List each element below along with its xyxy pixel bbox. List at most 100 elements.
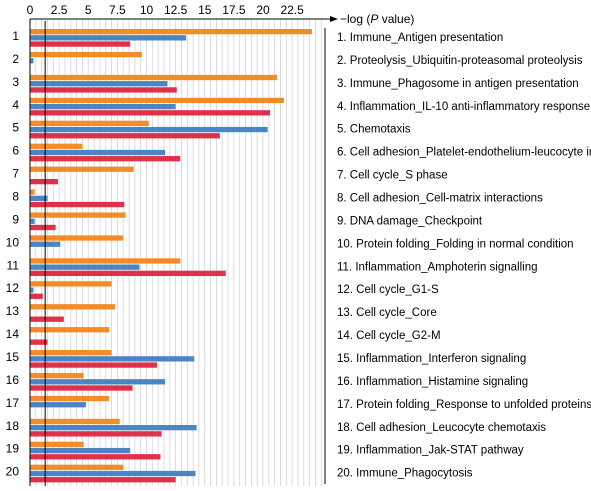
bar: [30, 477, 176, 483]
x-axis-arrowhead: [330, 16, 338, 22]
x-tick-label: 7.5: [109, 3, 126, 17]
bar: [30, 316, 64, 322]
bar: [30, 258, 181, 264]
bar: [30, 74, 277, 81]
bar: [30, 464, 124, 470]
bar: [30, 379, 166, 385]
bar: [30, 58, 34, 64]
row-number: 20: [6, 465, 20, 479]
row-number: 10: [6, 235, 20, 249]
bar: [30, 41, 131, 47]
bar: [30, 281, 112, 287]
bar: [30, 362, 157, 368]
row-number: 19: [6, 442, 20, 456]
row-number: 6: [12, 144, 19, 158]
bar: [30, 51, 142, 58]
bar: [30, 212, 126, 218]
pathway-label: 2. Proteolysis_Ubiquitin-proteasomal pro…: [337, 55, 583, 67]
bar: [30, 395, 110, 402]
row-number: 15: [6, 350, 20, 364]
row-number: 14: [6, 327, 20, 341]
row-number: 16: [6, 373, 20, 387]
bar: [30, 87, 177, 93]
bar: [30, 287, 34, 293]
bar: [30, 120, 149, 127]
bars: [30, 29, 312, 483]
pathway-label: 16. Inflammation_Histamine signaling: [337, 376, 528, 388]
pathway-label: 6. Cell adhesion_Platelet-endothelium-le…: [337, 147, 591, 159]
bar: [30, 270, 226, 276]
bar: [30, 81, 168, 87]
pathway-label: 19. Inflammation_Jak-STAT pathway: [337, 445, 524, 457]
pathway-label: 17. Protein folding_Response to unfolded…: [337, 399, 591, 411]
bar: [30, 304, 116, 310]
x-axis-title: −log (P value): [340, 12, 414, 26]
x-tick-label: 20: [256, 3, 270, 17]
pathway-label: 12. Cell cycle_G1-S: [337, 284, 439, 296]
bar: [30, 402, 86, 408]
row-number: 17: [6, 396, 20, 410]
x-tick-label: 22.5: [280, 3, 304, 17]
bar: [30, 356, 195, 362]
pathway-label: 14. Cell cycle_G2-M: [337, 330, 441, 342]
x-tick-label: 17.5: [222, 3, 246, 17]
bar: [30, 178, 58, 185]
row-number: 3: [12, 75, 19, 89]
row-number: 5: [12, 121, 19, 135]
pathway-label: 9. DNA damage_Checkpoint: [337, 215, 483, 227]
bar: [30, 385, 133, 391]
pathway-label: 4. Inflammation_IL-10 anti-inflammatory …: [337, 101, 590, 113]
bar: [30, 110, 270, 116]
pathway-label: 15. Inflammation_Interferon signaling: [337, 353, 526, 365]
row-number: 8: [12, 190, 19, 204]
row-number: 12: [6, 281, 20, 295]
bar: [30, 327, 110, 333]
x-tick-label: 12.5: [164, 3, 188, 17]
bar: [30, 447, 131, 454]
bar: [30, 149, 166, 156]
bar: [30, 218, 35, 224]
bar: [30, 425, 197, 431]
bar: [30, 350, 112, 356]
bar: [30, 29, 312, 35]
bar: [30, 372, 84, 379]
bar: [30, 431, 162, 437]
bar: [30, 339, 48, 345]
x-tick-label: 0: [27, 3, 34, 17]
row-number: 7: [12, 167, 19, 181]
bar: [30, 103, 176, 110]
pathway-label: 8. Cell adhesion_Cell-matrix interaction…: [337, 193, 543, 205]
bar: [30, 201, 125, 208]
x-tick-label: 2.5: [51, 3, 68, 17]
pathway-label: 3. Immune_Phagosome in antigen presentat…: [337, 78, 579, 90]
row-number: 1: [12, 29, 19, 43]
bar: [30, 264, 140, 270]
bar: [30, 133, 220, 139]
row-number: 9: [12, 212, 19, 226]
bar: [30, 126, 268, 133]
bar: [30, 235, 124, 241]
pathway-label: 1. Immune_Antigen presentation: [337, 32, 503, 44]
row-number: 11: [7, 258, 20, 272]
pathway-label: 7. Cell cycle_S phase: [337, 170, 448, 182]
bar: [30, 441, 84, 448]
pathway-label: 5. Chemotaxis: [337, 124, 411, 136]
row-number: 18: [6, 419, 20, 433]
bar: [30, 224, 56, 231]
grid-lines: [35, 20, 322, 486]
bar: [30, 166, 134, 172]
pathway-label: 20. Immune_Phagocytosis: [337, 468, 473, 480]
bar: [30, 35, 187, 41]
bar: [30, 143, 83, 149]
pathway-label: 11. Inflammation_Amphoterin signalling: [337, 261, 538, 273]
bar: [30, 97, 284, 104]
bar: [30, 418, 120, 425]
pathway-labels: 1. Immune_Antigen presentation 2. Proteol…: [337, 32, 591, 480]
x-tick-label: 15: [198, 3, 212, 17]
row-number: 13: [6, 304, 20, 318]
axes: [29, 16, 338, 486]
x-tick-label: 10: [140, 3, 154, 17]
pathway-label: 18. Cell adhesion_Leucocyte chemotaxis: [337, 422, 546, 434]
